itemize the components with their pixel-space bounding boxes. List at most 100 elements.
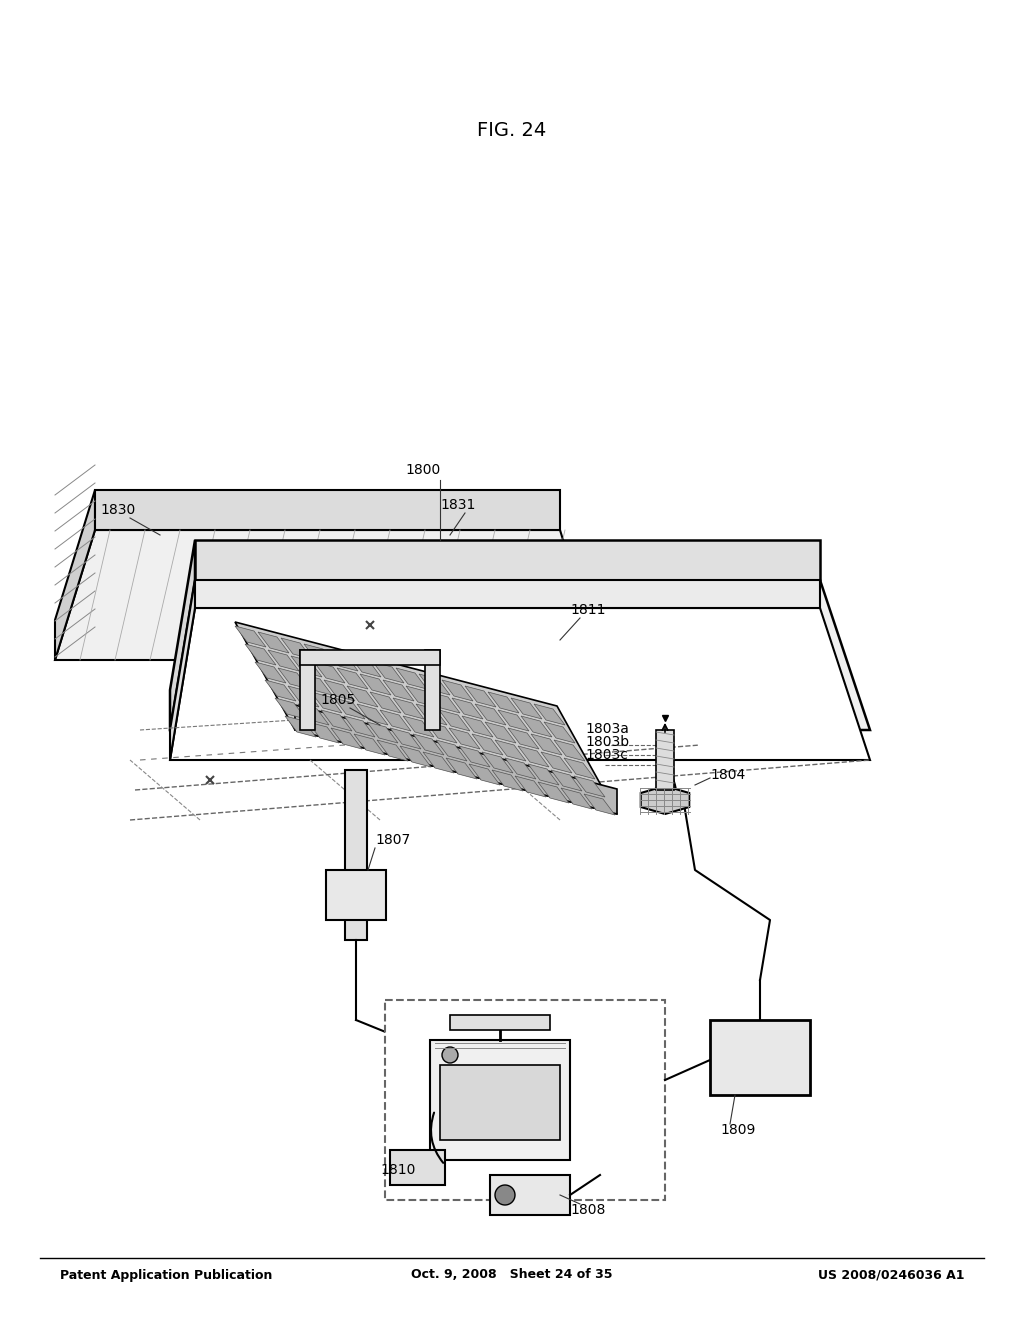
Polygon shape [55, 531, 600, 660]
Polygon shape [495, 741, 526, 762]
Polygon shape [488, 692, 519, 713]
Bar [450, 1015, 550, 1030]
Polygon shape [528, 764, 559, 785]
Polygon shape [574, 776, 605, 797]
Text: Oct. 9, 2008   Sheet 24 of 35: Oct. 9, 2008 Sheet 24 of 35 [412, 1269, 612, 1282]
Polygon shape [511, 698, 542, 719]
Polygon shape [331, 729, 362, 748]
Polygon shape [285, 715, 316, 737]
Polygon shape [255, 663, 286, 682]
Polygon shape [347, 686, 378, 708]
Text: Patent Application Publication: Patent Application Publication [60, 1269, 272, 1282]
Polygon shape [377, 741, 408, 762]
Polygon shape [521, 715, 552, 737]
Bar [710, 1020, 810, 1096]
Polygon shape [288, 686, 319, 708]
Bar [326, 870, 386, 920]
Polygon shape [485, 722, 516, 743]
Polygon shape [170, 609, 870, 760]
Text: FIG. 24: FIG. 24 [477, 120, 547, 140]
Polygon shape [390, 729, 421, 748]
Polygon shape [304, 644, 335, 665]
Circle shape [495, 1185, 515, 1205]
Polygon shape [170, 579, 870, 730]
Polygon shape [55, 490, 95, 660]
Polygon shape [350, 656, 381, 677]
Polygon shape [265, 680, 296, 701]
Bar [490, 1175, 570, 1214]
Bar [300, 649, 440, 665]
Text: 1805: 1805 [319, 693, 355, 708]
Polygon shape [275, 698, 306, 719]
Polygon shape [258, 632, 289, 653]
Polygon shape [419, 675, 450, 696]
Polygon shape [311, 692, 342, 713]
Polygon shape [462, 715, 493, 737]
Bar [385, 1001, 665, 1200]
Polygon shape [354, 734, 385, 755]
Bar [390, 1150, 445, 1185]
Polygon shape [482, 752, 513, 774]
Bar [440, 1065, 560, 1140]
Text: 1803a: 1803a [585, 722, 629, 737]
Polygon shape [170, 579, 195, 760]
Polygon shape [508, 729, 539, 748]
Polygon shape [492, 770, 523, 791]
Polygon shape [515, 776, 546, 797]
Polygon shape [370, 692, 401, 713]
Polygon shape [245, 644, 276, 665]
Text: 1800: 1800 [406, 463, 440, 477]
Polygon shape [380, 710, 411, 731]
Polygon shape [357, 704, 388, 725]
Text: 1803b: 1803b [585, 735, 629, 748]
Polygon shape [544, 722, 575, 743]
Polygon shape [291, 656, 322, 677]
Polygon shape [170, 540, 195, 730]
Polygon shape [278, 668, 309, 689]
Polygon shape [295, 705, 617, 814]
Polygon shape [531, 734, 562, 755]
Polygon shape [234, 626, 266, 647]
Polygon shape [429, 692, 460, 713]
Polygon shape [393, 698, 424, 719]
Bar [300, 649, 315, 730]
Polygon shape [396, 668, 427, 689]
Polygon shape [268, 649, 299, 671]
Polygon shape [195, 540, 820, 579]
Polygon shape [344, 715, 375, 737]
Polygon shape [281, 638, 312, 659]
Text: 1831: 1831 [440, 498, 475, 512]
Polygon shape [465, 686, 496, 708]
Polygon shape [383, 680, 414, 701]
Polygon shape [498, 710, 529, 731]
Text: US 2008/0246036 A1: US 2008/0246036 A1 [817, 1269, 964, 1282]
Polygon shape [416, 704, 447, 725]
Text: 1803c: 1803c [585, 748, 628, 762]
Polygon shape [472, 734, 503, 755]
Polygon shape [373, 663, 404, 682]
Polygon shape [554, 741, 585, 762]
Polygon shape [301, 675, 332, 696]
Polygon shape [442, 680, 473, 701]
Polygon shape [367, 722, 398, 743]
Polygon shape [505, 758, 536, 779]
Polygon shape [413, 734, 444, 755]
Polygon shape [337, 668, 368, 689]
Text: 1804: 1804 [710, 768, 745, 781]
Polygon shape [449, 729, 480, 748]
Polygon shape [518, 746, 549, 767]
Circle shape [442, 1047, 458, 1063]
Polygon shape [298, 704, 329, 725]
Bar [430, 1040, 570, 1160]
Polygon shape [234, 622, 617, 814]
Polygon shape [551, 770, 582, 791]
Polygon shape [327, 649, 358, 671]
Text: 1811: 1811 [570, 603, 605, 616]
Polygon shape [324, 680, 355, 701]
Polygon shape [321, 710, 352, 731]
Polygon shape [95, 490, 560, 531]
Polygon shape [564, 758, 595, 779]
Text: 1808: 1808 [570, 1203, 605, 1217]
Text: 1809: 1809 [720, 1123, 756, 1137]
Polygon shape [439, 710, 470, 731]
